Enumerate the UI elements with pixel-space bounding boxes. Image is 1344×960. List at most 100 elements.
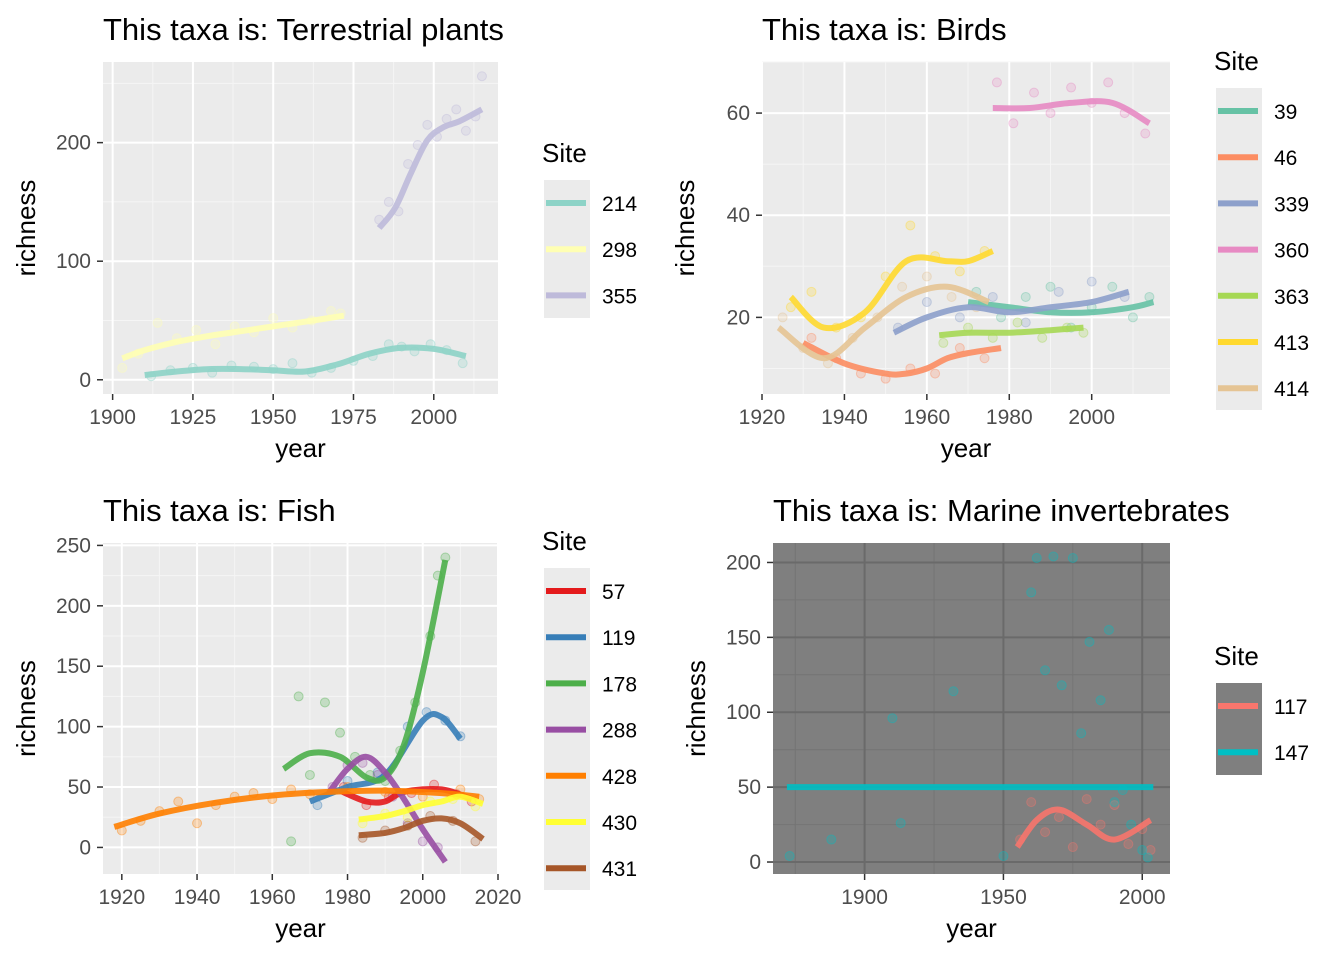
data-point: [1107, 281, 1118, 292]
legend-label: 298: [602, 239, 637, 262]
x-tick-label: 1940: [821, 406, 868, 429]
series-points-39: [971, 281, 1155, 333]
data-point: [1095, 695, 1106, 706]
data-point: [286, 836, 297, 847]
y-tick-label: 50: [68, 776, 91, 799]
data-point: [383, 196, 394, 207]
legend-label: 339: [1274, 193, 1309, 216]
series-line-414: [776, 283, 990, 362]
chart-title: This taxa is: Fish: [103, 493, 336, 528]
data-point: [1103, 624, 1114, 635]
data-point: [304, 769, 315, 780]
data-point: [897, 281, 908, 292]
data-point: [946, 291, 957, 302]
x-tick-label: 1950: [980, 886, 1027, 909]
data-point: [117, 362, 128, 373]
plot-panel: [103, 62, 498, 394]
x-tick-label: 1980: [986, 406, 1033, 429]
plot-area: [117, 71, 487, 382]
y-tick-label: 0: [79, 836, 91, 859]
data-point: [191, 324, 202, 335]
chart-panel-1: This taxa is: Terrestrial plants 1900 1925…: [11, 12, 637, 463]
data-point: [1053, 286, 1064, 297]
y-axis-label: richness: [11, 660, 41, 757]
legend-label: 39: [1274, 101, 1297, 124]
data-point: [1040, 665, 1051, 676]
plot-area: [113, 552, 485, 864]
data-point: [1123, 839, 1134, 850]
data-point: [173, 796, 184, 807]
data-point: [1008, 118, 1019, 129]
legend-label: 428: [602, 766, 637, 789]
data-point: [1145, 845, 1156, 856]
x-tick-label: 1950: [250, 406, 297, 429]
series-line-57: [338, 785, 473, 806]
legend-label: 288: [602, 720, 637, 743]
data-point: [1045, 281, 1056, 292]
x-tick-label: 2000: [1119, 886, 1166, 909]
legend: Site 57 119 178 288 428 430 431: [542, 526, 637, 890]
x-tick-label: 1960: [249, 886, 296, 909]
data-point: [1109, 797, 1120, 808]
y-tick-label: 150: [56, 655, 91, 678]
legend-title: Site: [542, 138, 587, 168]
data-point: [930, 368, 941, 379]
series-line-363: [938, 324, 1084, 339]
series-line-39: [967, 299, 1155, 316]
x-tick-label: 1925: [170, 406, 217, 429]
plot-area: [776, 77, 1155, 384]
series-line-360: [992, 98, 1151, 126]
data-point: [979, 353, 990, 364]
x-tick-label: 2020: [475, 886, 522, 909]
data-point: [1081, 794, 1092, 805]
data-point: [287, 358, 298, 369]
x-tick-label: 2000: [399, 886, 446, 909]
data-point: [921, 297, 932, 308]
data-point: [1137, 845, 1148, 856]
data-point: [1026, 797, 1037, 808]
legend-label: 57: [602, 581, 625, 604]
data-point: [1103, 77, 1114, 88]
data-point: [1020, 317, 1031, 328]
data-point: [457, 358, 468, 369]
y-tick-label: 150: [726, 626, 761, 649]
y-axis-label: richness: [681, 660, 711, 757]
data-point: [806, 286, 817, 297]
data-point: [326, 306, 337, 316]
data-point: [785, 302, 796, 313]
data-point: [1076, 728, 1087, 739]
y-tick-label: 0: [79, 369, 91, 392]
y-tick-label: 40: [727, 204, 750, 227]
legend-key-background: [1216, 683, 1262, 775]
data-point: [948, 686, 959, 697]
data-point: [1086, 276, 1097, 287]
legend: Site 214 298 355: [542, 138, 637, 318]
data-point: [954, 266, 965, 277]
series-line-178: [281, 559, 449, 784]
data-point: [826, 834, 837, 845]
legend-label: 360: [1274, 240, 1309, 263]
data-point: [938, 337, 949, 348]
y-tick-label: 200: [56, 595, 91, 618]
plot-panel: [762, 62, 1170, 394]
legend-label: 413: [1274, 332, 1309, 355]
legend-label: 431: [602, 858, 637, 881]
y-axis-label: richness: [11, 180, 41, 277]
x-tick-label: 1900: [89, 406, 136, 429]
data-point: [422, 119, 433, 130]
data-point: [1127, 312, 1138, 323]
series-line-339: [892, 288, 1130, 336]
x-tick-label: 1960: [903, 406, 950, 429]
legend-label: 46: [1274, 147, 1297, 170]
data-point: [1066, 82, 1077, 93]
data-point: [1045, 108, 1056, 119]
series-line-46: [801, 340, 1002, 378]
legend-label: 147: [1274, 742, 1309, 765]
chart-title: This taxa is: Terrestrial plants: [103, 12, 504, 47]
x-tick-label: 1980: [324, 886, 371, 909]
data-point: [1084, 636, 1095, 647]
legend-label: 355: [602, 285, 637, 308]
data-point: [335, 727, 345, 738]
series-line-428: [113, 787, 480, 830]
